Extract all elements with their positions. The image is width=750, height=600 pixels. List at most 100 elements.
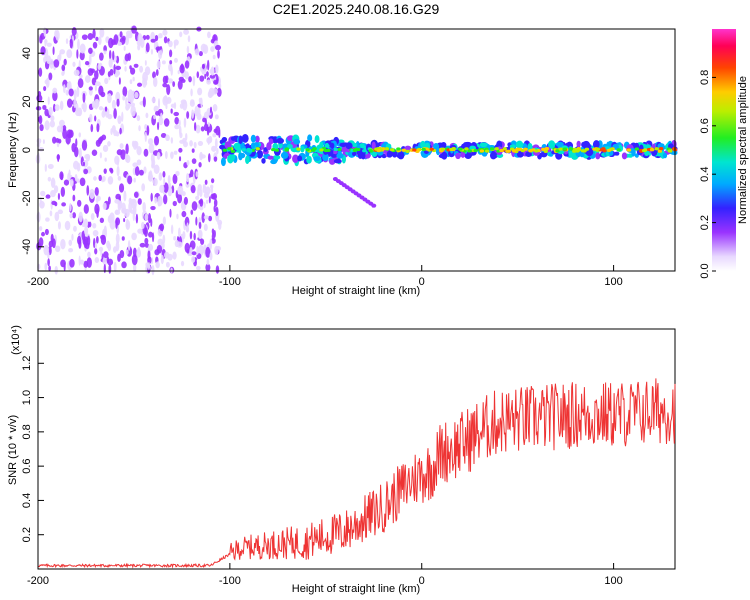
signal-core-cell <box>421 147 426 152</box>
noise-cell <box>185 172 190 183</box>
noise-cell <box>47 96 50 105</box>
noise-cell <box>127 89 134 101</box>
noise-cell <box>90 123 94 133</box>
snr-frame <box>37 328 676 570</box>
noise-cell <box>182 230 186 240</box>
noise-cell <box>52 136 57 144</box>
noise-cell <box>41 231 46 237</box>
noise-cell <box>48 265 51 272</box>
spectrogram-y-ticks: -40 -20 0 20 40 <box>21 47 44 255</box>
noise-cell <box>66 49 73 59</box>
noise-cell <box>170 137 174 144</box>
noise-cell <box>38 115 43 125</box>
noise-cell <box>39 35 43 44</box>
signal-cell <box>515 140 524 149</box>
noise-cell <box>210 178 215 184</box>
noise-cell <box>208 215 213 222</box>
noise-cell <box>178 119 181 127</box>
noise-cell <box>99 152 102 159</box>
noise-cell <box>216 87 222 98</box>
spectrogram-y-label: Frequency (Hz) <box>7 112 19 188</box>
noise-cell <box>44 228 49 236</box>
noise-cell <box>44 262 48 271</box>
signal-core-cell <box>236 149 242 153</box>
noise-cell <box>200 126 205 132</box>
noise-cell <box>123 45 126 51</box>
noise-cell <box>130 102 136 108</box>
noise-cell <box>43 56 48 64</box>
signal-cell <box>267 155 274 160</box>
noise-cell <box>98 85 104 96</box>
noise-cell <box>116 98 120 107</box>
noise-cell <box>73 97 77 109</box>
noise-cell <box>38 67 43 77</box>
noise-cell <box>124 34 129 46</box>
colorbar-tick-label: 0.2 <box>699 215 711 230</box>
noise-cell <box>114 198 120 204</box>
noise-cell <box>153 105 159 113</box>
noise-cell <box>193 121 197 132</box>
noise-cell <box>144 243 150 248</box>
noise-cell <box>211 193 218 200</box>
noise-cell <box>76 49 79 59</box>
signal-core-cell <box>362 149 367 153</box>
signal-core-cell <box>473 148 478 153</box>
noise-cell <box>183 117 187 128</box>
noise-cell <box>45 77 50 88</box>
noise-cell <box>68 248 74 253</box>
noise-cell <box>209 252 213 261</box>
noise-cell <box>52 90 58 102</box>
noise-cell <box>214 114 219 120</box>
noise-cell <box>107 215 113 224</box>
noise-cell <box>113 34 119 45</box>
noise-cell <box>55 30 60 41</box>
signal-core-cell <box>429 147 434 151</box>
noise-cell <box>94 248 98 255</box>
noise-cell <box>145 34 150 40</box>
noise-cell <box>73 225 77 232</box>
noise-cell <box>129 79 133 85</box>
snr-x-tick-label: 0 <box>419 575 425 587</box>
noise-cell <box>131 232 137 241</box>
noise-cell <box>178 147 183 153</box>
noise-cell <box>172 251 177 260</box>
noise-cell <box>184 71 189 80</box>
signal-core-cell <box>576 148 581 152</box>
noise-cell <box>44 39 48 44</box>
noise-cell <box>90 68 95 74</box>
noise-cell <box>170 108 173 114</box>
noise-cell <box>177 80 183 90</box>
noise-cell <box>173 111 180 117</box>
noise-cell <box>68 169 71 178</box>
colorbar: 0.0 0.2 0.4 0.6 0.8 Normalized spectral ampl… <box>699 29 749 279</box>
noise-cell <box>160 112 163 119</box>
noise-cell <box>82 92 86 103</box>
noise-cell <box>214 245 219 255</box>
noise-cell <box>46 42 52 47</box>
snr-panel: -200 -100 0 100 0.2 0.4 0.6 0.8 1.0 1.2 Height o… <box>7 325 676 595</box>
noise-cell <box>123 218 126 223</box>
noise-cell <box>163 36 168 44</box>
noise-cell <box>124 152 129 163</box>
noise-cell <box>151 265 155 276</box>
signal-core-cell <box>515 147 521 151</box>
noise-cell <box>163 118 170 127</box>
signal-core-cell <box>485 149 490 153</box>
noise-cell <box>144 123 148 130</box>
signal-cell <box>516 151 524 158</box>
noise-cell <box>125 30 132 37</box>
noise-cell <box>118 77 121 85</box>
signal-cell <box>420 150 425 156</box>
signal-core-cell <box>528 149 533 153</box>
signal-core-cell <box>667 149 673 153</box>
noise-cell <box>141 183 146 192</box>
signal-cell <box>227 154 234 164</box>
signal-cell <box>582 140 591 150</box>
noise-cell <box>98 174 102 182</box>
noise-cell <box>94 186 99 196</box>
noise-cell <box>133 191 139 198</box>
noise-cell <box>152 71 156 79</box>
noise-cell <box>190 209 194 215</box>
noise-cell <box>54 104 60 112</box>
colorbar-ticks: 0.0 0.2 0.4 0.6 0.8 <box>699 70 716 279</box>
